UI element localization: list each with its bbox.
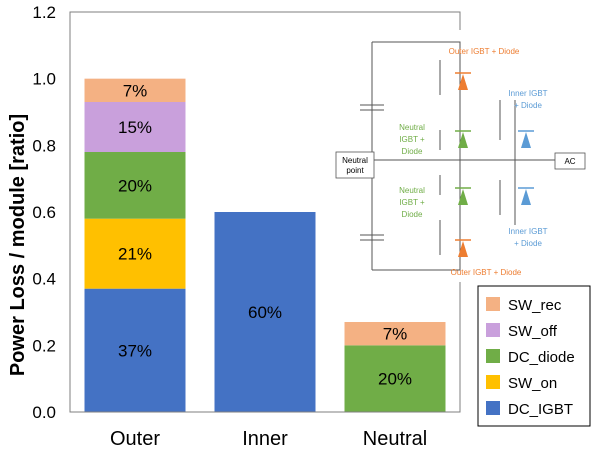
circuit-diagram-inset: Neutral point AC Outer IGBT + Diode Oute…: [335, 30, 590, 282]
neutral-top-diode-icon: [458, 132, 468, 148]
neutral-top-label-3: Diode: [402, 147, 423, 156]
neutral-bottom-label-2: IGBT +: [399, 198, 425, 207]
neutral-top-label-1: Neutral: [399, 123, 425, 132]
y-tick-label: 0.2: [32, 336, 56, 355]
bar-segment-dc-diode: [84, 152, 186, 219]
outer-top-label: Outer IGBT + Diode: [449, 47, 520, 56]
outer-bottom-diode-icon: [458, 241, 468, 257]
y-axis: 0.0 0.2 0.4 0.6 0.8 1.0 1.2: [32, 3, 56, 422]
legend-swatch: [486, 323, 500, 337]
bar-segment-sw-rec: [344, 322, 446, 346]
data-label: 20%: [378, 370, 412, 389]
bar-segment-sw-on: [84, 218, 186, 289]
data-label: 7%: [383, 325, 408, 344]
data-labels-layer: 37% 21% 20% 15% 7% 60% 20% 7%: [118, 81, 412, 388]
neutral-bottom-label-1: Neutral: [399, 186, 425, 195]
y-tick-label: 0.8: [32, 136, 56, 155]
x-category-label: Inner: [242, 428, 288, 450]
legend-label: SW_on: [508, 375, 557, 392]
neutral-top-label-2: IGBT +: [399, 135, 425, 144]
legend-label: DC_diode: [508, 349, 575, 366]
bar-segment-sw-rec: [84, 78, 186, 102]
y-axis-label: Power Loss / module [ratio]: [7, 114, 29, 376]
inner-bottom-diode-icon: [521, 189, 531, 205]
neutral-point-label-2: point: [346, 166, 364, 175]
legend-label: SW_rec: [508, 297, 562, 314]
y-tick-label: 1.2: [32, 3, 56, 22]
inner-top-label-2: + Diode: [514, 101, 542, 110]
y-tick-label: 0.0: [32, 403, 56, 422]
legend: SW_rec SW_off DC_diode SW_on DC_IGBT: [477, 285, 591, 427]
neutral-point-box: [335, 151, 375, 179]
legend-swatch: [486, 375, 500, 389]
bar-segment-dc-igbt: [214, 212, 316, 412]
bars-layer: [84, 78, 446, 412]
neutral-bottom-diode-icon: [458, 189, 468, 205]
bar-segment-dc-igbt: [84, 288, 186, 412]
data-label: 37%: [118, 341, 152, 360]
x-category-label: Outer: [110, 428, 160, 450]
data-label: 7%: [123, 81, 148, 100]
outer-bottom-label: Outer IGBT + Diode: [451, 268, 522, 277]
data-label: 15%: [118, 118, 152, 137]
legend-swatch: [486, 297, 500, 311]
bar-segment-sw-off: [84, 102, 186, 152]
outer-top-diode-icon: [458, 74, 468, 90]
x-axis-categories: Outer Inner Neutral: [110, 428, 427, 450]
legend-label: SW_off: [508, 323, 558, 340]
legend-swatch: [486, 349, 500, 363]
neutral-point-label-1: Neutral: [342, 156, 368, 165]
legend-label: DC_IGBT: [508, 401, 573, 418]
ac-label: AC: [564, 157, 575, 166]
inner-top-diode-icon: [521, 132, 531, 148]
neutral-bottom-label-3: Diode: [402, 210, 423, 219]
ac-box: [554, 152, 586, 170]
y-tick-label: 0.4: [32, 270, 56, 289]
y-tick-label: 1.0: [32, 70, 56, 89]
inner-top-label-1: Inner IGBT: [508, 89, 547, 98]
y-tick-label: 0.6: [32, 203, 56, 222]
legend-swatch: [486, 401, 500, 415]
data-label: 21%: [118, 245, 152, 264]
inner-bottom-label-1: Inner IGBT: [508, 227, 547, 236]
inner-bottom-label-2: + Diode: [514, 239, 542, 248]
bar-segment-dc-diode: [344, 345, 446, 412]
data-label: 20%: [118, 176, 152, 195]
data-label: 60%: [248, 303, 282, 322]
x-category-label: Neutral: [363, 428, 427, 450]
